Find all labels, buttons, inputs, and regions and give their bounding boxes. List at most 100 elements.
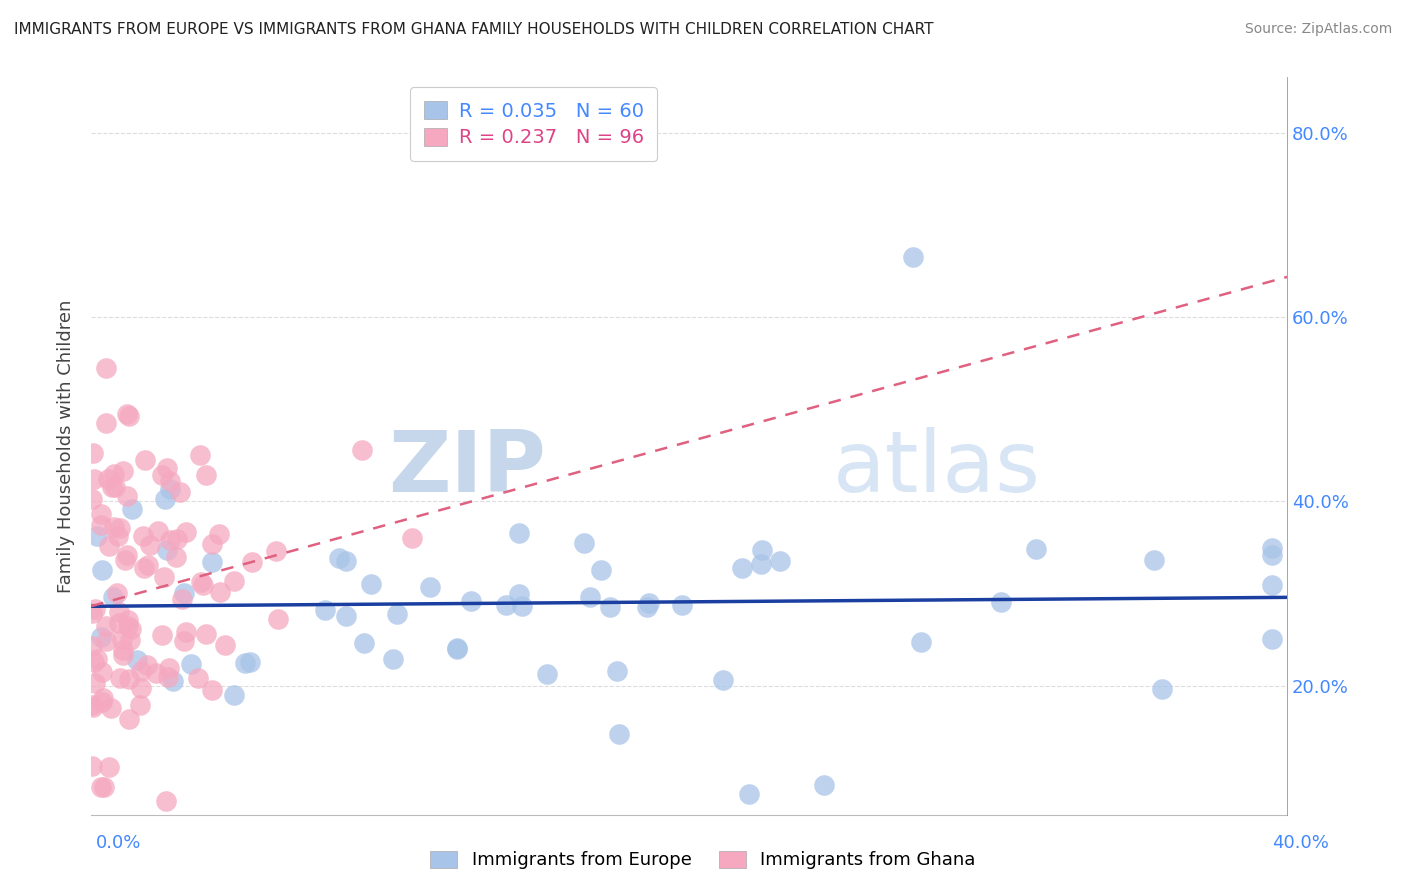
Point <box>125 653 148 667</box>
Point <box>107 529 129 543</box>
Point <box>508 525 530 540</box>
Point <box>201 555 224 569</box>
Point <box>155 794 177 808</box>
Point <box>159 483 181 497</box>
Point <box>1143 553 1166 567</box>
Point <box>1025 542 1047 557</box>
Point <box>108 605 131 619</box>
Point <box>132 561 155 575</box>
Point <box>108 521 131 535</box>
Point <box>162 674 184 689</box>
Point <box>159 475 181 489</box>
Point <box>446 642 468 657</box>
Point <box>574 535 596 549</box>
Point <box>115 549 138 563</box>
Point <box>314 603 336 617</box>
Text: atlas: atlas <box>832 426 1040 509</box>
Point <box>97 473 120 487</box>
Point <box>579 590 602 604</box>
Point <box>104 480 127 494</box>
Point <box>129 664 152 678</box>
Point <box>117 614 139 628</box>
Point <box>173 586 195 600</box>
Point <box>381 652 404 666</box>
Point <box>636 600 658 615</box>
Point <box>169 485 191 500</box>
Point <box>82 492 104 507</box>
Point <box>173 633 195 648</box>
Point <box>90 631 112 645</box>
Point <box>903 250 925 264</box>
Point <box>136 558 159 573</box>
Point <box>156 461 179 475</box>
Point <box>114 553 136 567</box>
Point <box>91 665 114 679</box>
Point <box>103 467 125 481</box>
Point <box>90 507 112 521</box>
Text: IMMIGRANTS FROM EUROPE VS IMMIGRANTS FROM GHANA FAMILY HOUSEHOLDS WITH CHILDREN : IMMIGRANTS FROM EUROPE VS IMMIGRANTS FRO… <box>14 22 934 37</box>
Point <box>495 598 517 612</box>
Point <box>80 607 103 621</box>
Point <box>174 525 197 540</box>
Point <box>607 727 630 741</box>
Point <box>132 529 155 543</box>
Point <box>150 628 173 642</box>
Point <box>187 671 209 685</box>
Point <box>135 658 157 673</box>
Point <box>264 544 287 558</box>
Point <box>111 642 134 657</box>
Point <box>508 587 530 601</box>
Point <box>990 595 1012 609</box>
Point <box>120 622 142 636</box>
Point <box>121 501 143 516</box>
Point <box>738 787 761 801</box>
Point <box>98 760 121 774</box>
Point <box>749 557 772 571</box>
Point <box>166 532 188 546</box>
Point <box>751 543 773 558</box>
Point <box>350 442 373 457</box>
Point <box>112 648 135 663</box>
Point <box>86 652 108 666</box>
Point <box>153 570 176 584</box>
Point <box>224 688 246 702</box>
Y-axis label: Family Households with Children: Family Households with Children <box>58 300 75 592</box>
Point <box>145 666 167 681</box>
Point <box>91 690 114 705</box>
Point <box>180 657 202 672</box>
Point <box>91 695 114 709</box>
Text: 0.0%: 0.0% <box>96 834 141 852</box>
Point <box>103 520 125 534</box>
Point <box>194 467 217 482</box>
Point <box>83 472 105 486</box>
Point <box>117 673 139 687</box>
Point <box>188 449 211 463</box>
Point <box>208 585 231 599</box>
Point <box>768 554 790 568</box>
Point <box>671 598 693 612</box>
Point <box>96 634 118 648</box>
Point <box>591 563 613 577</box>
Point <box>157 670 180 684</box>
Point <box>117 619 139 633</box>
Point <box>118 712 141 726</box>
Point <box>1261 541 1284 555</box>
Point <box>117 489 139 503</box>
Point <box>90 780 112 794</box>
Point <box>82 446 104 460</box>
Point <box>512 599 534 613</box>
Point <box>606 664 628 678</box>
Point <box>80 639 103 653</box>
Point <box>150 468 173 483</box>
Point <box>156 543 179 558</box>
Point <box>155 491 177 506</box>
Point <box>328 550 350 565</box>
Legend: Immigrants from Europe, Immigrants from Ghana: Immigrants from Europe, Immigrants from … <box>422 842 984 879</box>
Point <box>146 524 169 538</box>
Point <box>100 480 122 494</box>
Point <box>82 698 104 712</box>
Point <box>84 676 107 690</box>
Point <box>157 661 180 675</box>
Legend: R = 0.035   N = 60, R = 0.237   N = 96: R = 0.035 N = 60, R = 0.237 N = 96 <box>411 87 658 161</box>
Point <box>94 416 117 430</box>
